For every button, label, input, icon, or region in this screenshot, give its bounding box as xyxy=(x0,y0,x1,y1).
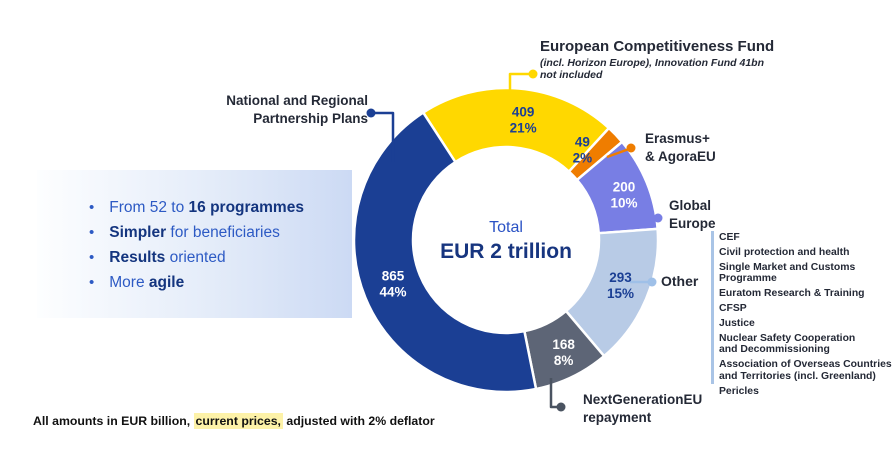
connector-line-nextgenerationeu-repayment xyxy=(549,378,558,409)
segment-value-label-european-competitiveness-fund: 409 21% xyxy=(510,104,537,135)
connector-line-global-europe xyxy=(642,217,656,226)
callout-global-line1: Global xyxy=(669,198,712,213)
highlight-item: Simpler for beneficiaries xyxy=(89,220,352,245)
other-programmes-rule xyxy=(711,231,714,384)
highlight-item: From 52 to 16 programmes xyxy=(89,195,352,220)
connector-dot-national-and-regional-partnership-plans xyxy=(366,108,376,118)
total-label: Total xyxy=(489,219,523,236)
callout-national-line1: National and Regional xyxy=(226,93,368,108)
other-programme-item: Justice xyxy=(719,317,755,329)
segment-value-label-global-europe: 200 10% xyxy=(611,179,638,210)
segment-value-label-nextgenerationeu-repayment: 168 8% xyxy=(552,337,575,368)
total-value: EUR 2 trillion xyxy=(440,240,572,263)
callout-erasmus-line1: Erasmus+ xyxy=(645,131,710,146)
other-programme-item: Nuclear Safety Cooperation and Decommissi… xyxy=(719,332,856,356)
callout-ngeu-line2: repayment xyxy=(583,409,652,425)
callout-nextgenerationeu-repayment: NextGenerationEU repayment xyxy=(583,391,702,426)
other-programme-item: Association of Overseas Countries and Ter… xyxy=(719,359,892,382)
callout-global-line2: Europe xyxy=(669,215,716,231)
segment-value-label-other: 293 15% xyxy=(607,270,634,301)
footnote: All amounts in EUR billion, current pric… xyxy=(33,413,435,429)
footnote-suffix: adjusted with 2% deflator xyxy=(282,414,435,428)
highlights-list: From 52 to 16 programmesSimpler for bene… xyxy=(37,170,352,295)
callout-ngeu-line1: NextGenerationEU xyxy=(583,392,703,407)
other-programme-item: Single Market and Customs Programme xyxy=(719,261,856,285)
connector-line-erasmus-agoraeu xyxy=(606,147,630,159)
connector-dot-nextgenerationeu-repayment xyxy=(556,402,566,412)
connector-line-national-and-regional-partnership-plans xyxy=(374,111,395,162)
connector-dot-global-europe xyxy=(653,213,663,223)
segment-value-label-erasmus-agoraeu: 49 2% xyxy=(573,134,593,165)
callout-other: Other xyxy=(661,273,699,289)
segment-value-label-national-and-regional-partnership-plans: 865 44% xyxy=(379,269,406,300)
other-programmes-list: CEF Civil protection and health Single Mar… xyxy=(719,232,894,401)
highlight-item: More agile xyxy=(89,270,352,295)
connector-dot-european-competitiveness-fund xyxy=(528,69,538,79)
donut-segment-national-and-regional-partnership-plans xyxy=(352,111,538,394)
footnote-prefix: All amounts in EUR billion, xyxy=(33,414,194,428)
other-programme-item: Pericles xyxy=(719,385,759,397)
other-programme-item: Civil protection and health xyxy=(719,246,850,258)
highlight-item: Results oriented xyxy=(89,245,352,270)
donut-hole xyxy=(414,148,598,332)
connector-line-european-competitiveness-fund xyxy=(508,72,531,101)
callout-global-europe: Global Europe xyxy=(669,197,716,232)
callout-erasmus-line2: & AgoraEU xyxy=(645,148,716,164)
other-programme-item: CEF xyxy=(719,232,740,243)
other-programme-item: CFSP xyxy=(719,303,747,315)
callout-national-regional-partnership-plans: National and Regional Partnership Plans xyxy=(178,92,368,127)
connector-dot-other xyxy=(647,277,657,287)
callout-national-line2: Partnership Plans xyxy=(253,110,368,126)
callout-european-competitiveness-fund: European Competitiveness Fund xyxy=(540,38,775,55)
donut-center-total: Total EUR 2 trillion xyxy=(411,217,601,265)
connector-dot-erasmus-agoraeu xyxy=(626,143,636,153)
callout-erasmus-agoraeu: Erasmus+ & AgoraEU xyxy=(645,130,716,165)
highlights-box: From 52 to 16 programmesSimpler for bene… xyxy=(37,170,352,318)
other-programme-item: Euratom Research & Training xyxy=(719,288,865,300)
footnote-highlight: current prices, xyxy=(193,413,283,429)
callout-ecf-subtitle: (incl. Horizon Europe), Innovation Fund … xyxy=(540,57,764,81)
